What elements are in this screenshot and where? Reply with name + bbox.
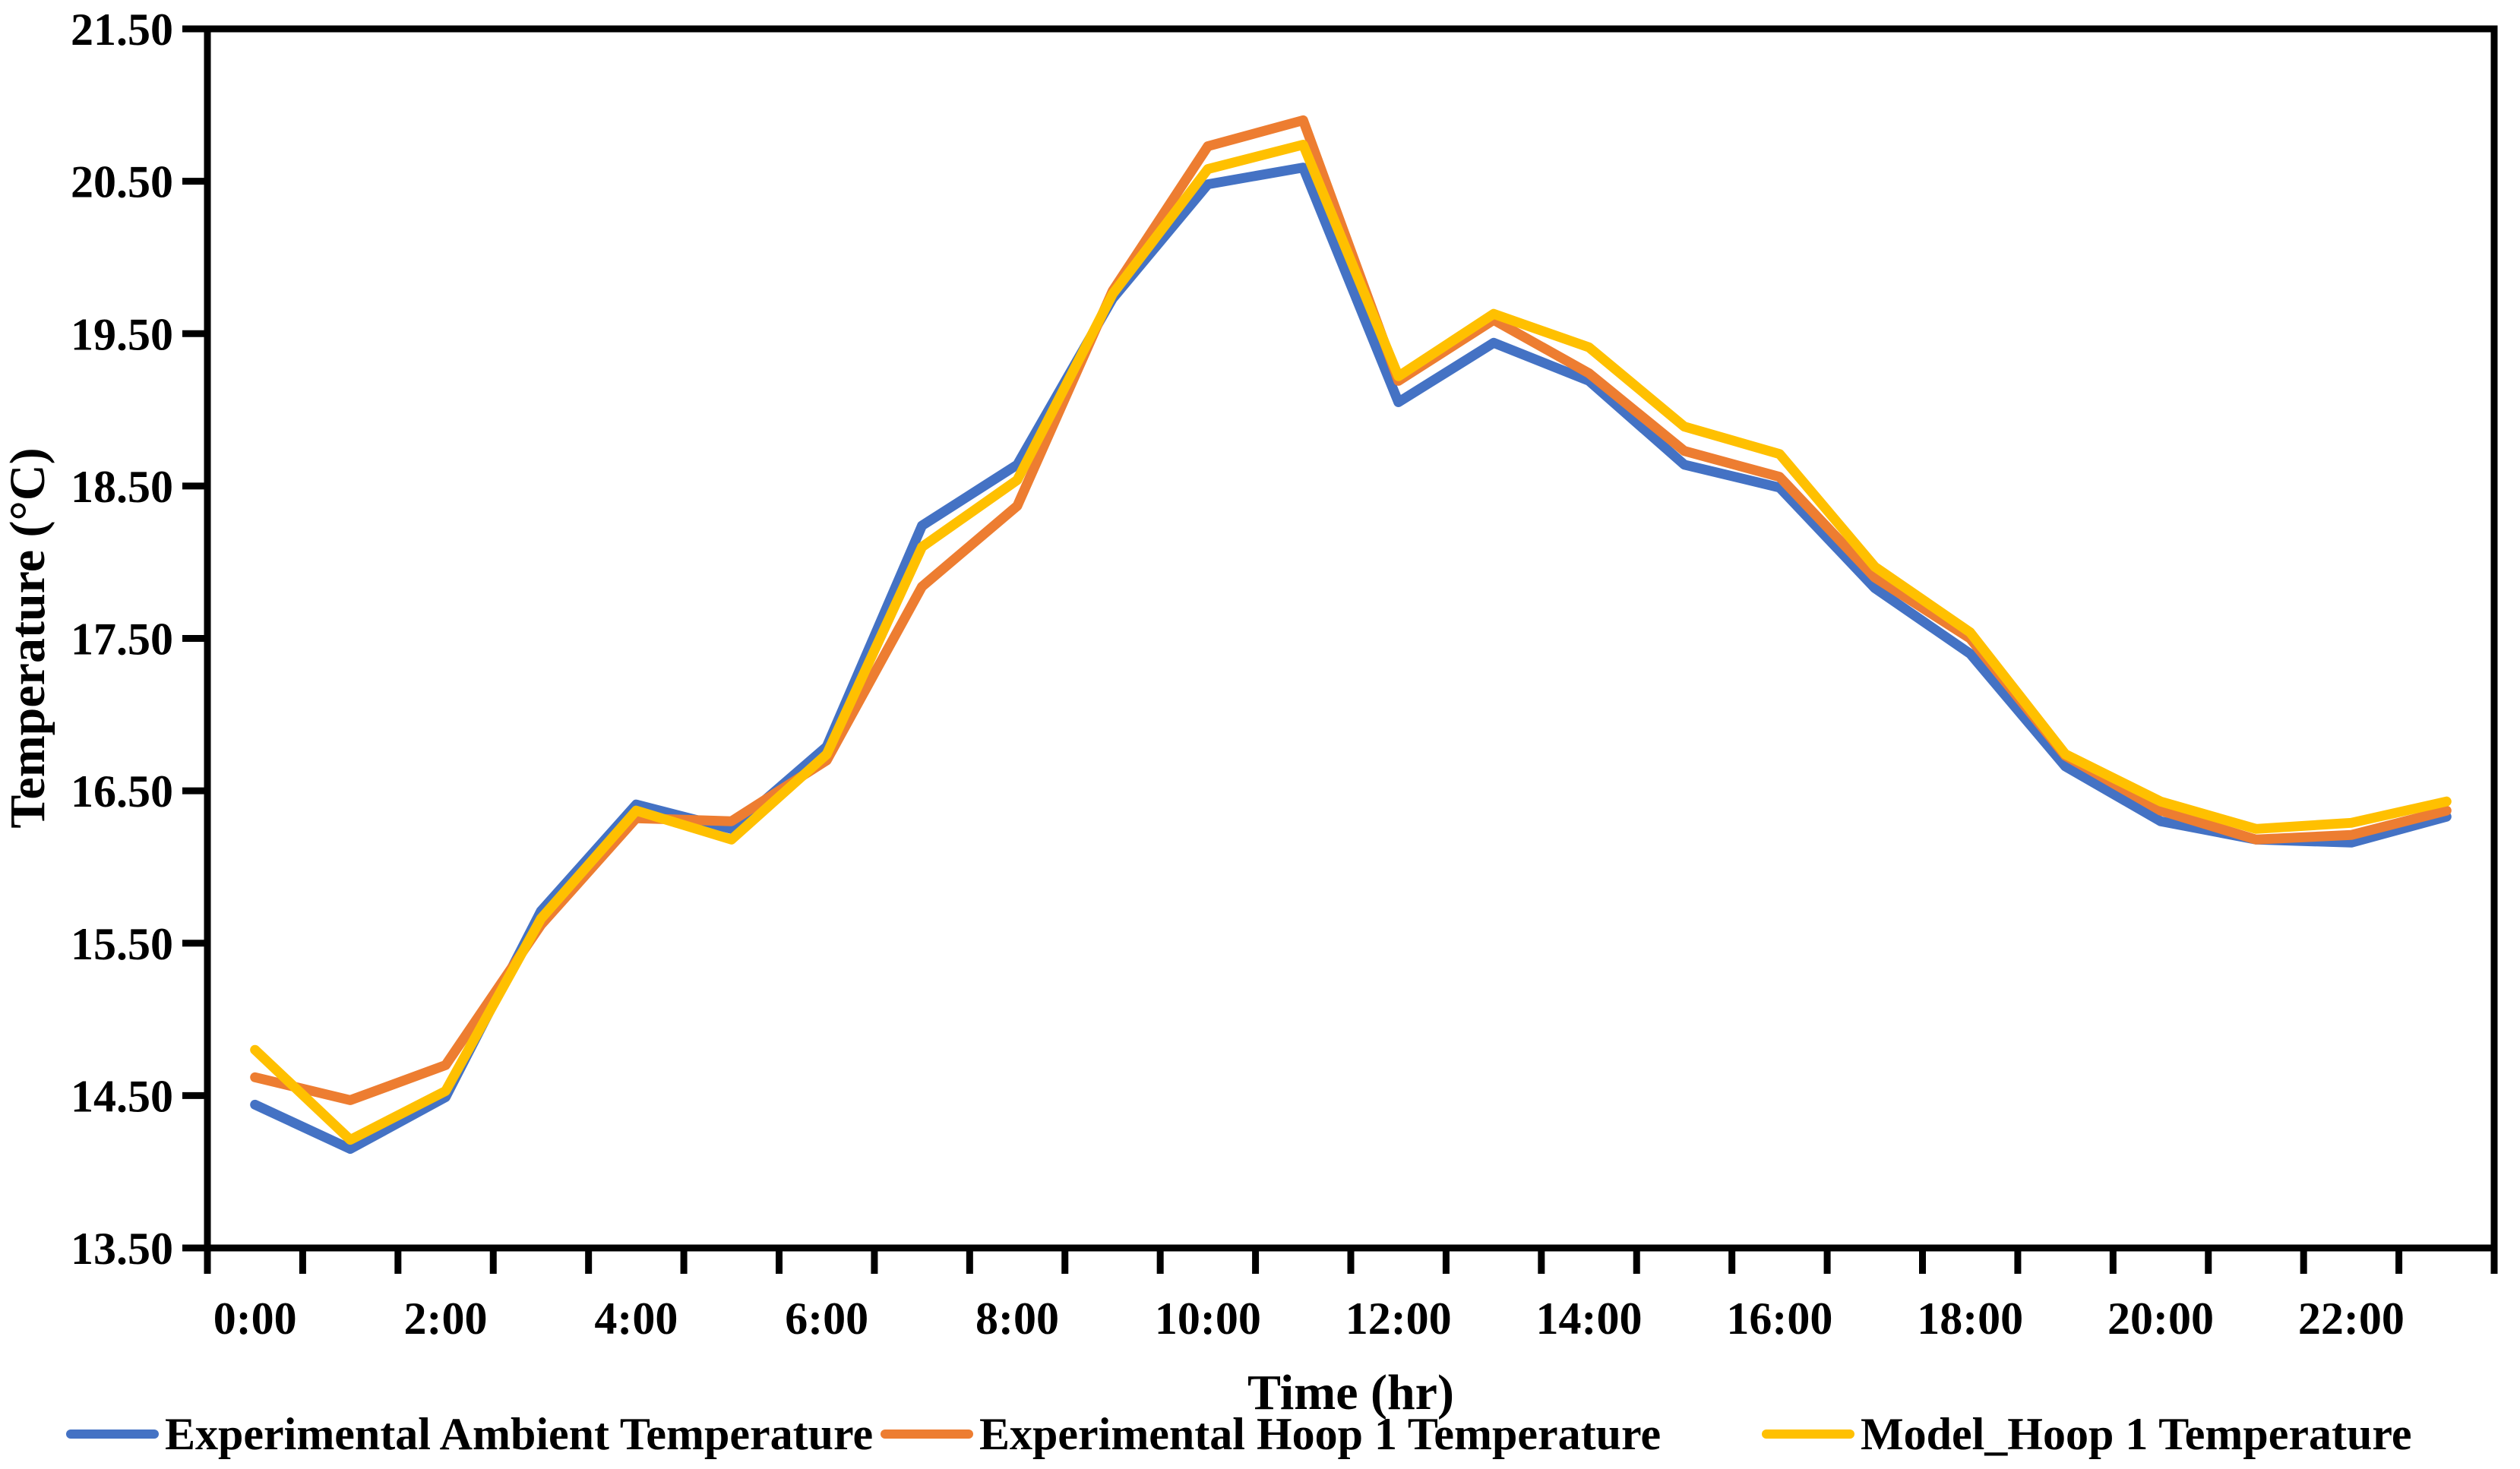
- y-tick-label: 15.50: [71, 919, 173, 969]
- y-tick-label: 19.50: [71, 309, 173, 359]
- legend-label: Model_Hoop 1 Temperature: [1861, 1409, 2412, 1459]
- x-axis-ticks: [204, 1248, 2498, 1274]
- x-tick-label: 0:00: [213, 1294, 297, 1344]
- plot-area-border: [204, 25, 2498, 1252]
- x-tick-label: 2:00: [404, 1294, 488, 1344]
- x-tick-label: 16:00: [1726, 1294, 1832, 1344]
- x-axis-title: Time (hr): [1247, 1365, 1454, 1420]
- x-tick-label: 8:00: [975, 1294, 1059, 1344]
- legend-label: Experimental Hoop 1 Temperature: [979, 1409, 1661, 1459]
- x-tick-label: 10:00: [1155, 1294, 1261, 1344]
- x-tick-label: 6:00: [785, 1294, 868, 1344]
- y-tick-label: 21.50: [71, 5, 173, 55]
- y-axis-title: Temperature (°C): [0, 447, 55, 828]
- y-tick-label: 20.50: [71, 157, 173, 207]
- legend-label: Experimental Ambient Temperature: [165, 1409, 873, 1459]
- chart-legend: Experimental Ambient Temperature Experime…: [66, 1409, 2412, 1459]
- x-tick-label: 18:00: [1917, 1294, 2023, 1344]
- y-tick-label: 16.50: [71, 766, 173, 817]
- y-tick-label: 17.50: [71, 614, 173, 665]
- x-tick-label: 4:00: [594, 1294, 678, 1344]
- y-axis-ticks: [182, 25, 207, 1252]
- legend-item: Experimental Ambient Temperature: [66, 1409, 873, 1459]
- x-tick-label: 20:00: [2107, 1294, 2214, 1344]
- legend-item: Experimental Hoop 1 Temperature: [881, 1409, 1661, 1459]
- series-line: [250, 140, 2452, 1145]
- x-tick-label: 22:00: [2298, 1294, 2405, 1344]
- y-axis-tick-labels: 21.50 20.50 19.50 18.50 17.50 16.50 15.50 14.50…: [71, 5, 173, 1274]
- y-tick-label: 14.50: [71, 1071, 173, 1121]
- x-axis-tick-labels: 0:00 2:00 4:00 6:00 8:00 10:00 12:00 14:00 16:00…: [213, 1294, 2405, 1344]
- data-series-lines: [250, 115, 2452, 1155]
- x-tick-label: 14:00: [1536, 1294, 1643, 1344]
- legend-item: Model_Hoop 1 Temperature: [1762, 1409, 2412, 1459]
- y-tick-label: 13.50: [71, 1224, 173, 1274]
- x-tick-label: 12:00: [1345, 1294, 1452, 1344]
- y-tick-label: 18.50: [71, 462, 173, 512]
